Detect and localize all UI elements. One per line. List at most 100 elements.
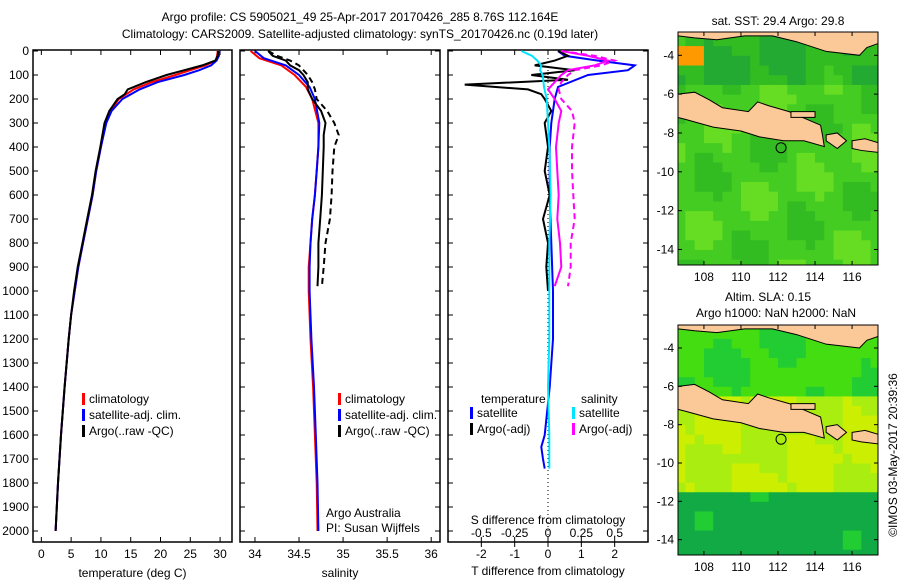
map-cell	[740, 171, 751, 183]
map-cell	[678, 249, 686, 260]
map-cell	[805, 191, 816, 202]
map-cell	[833, 239, 844, 250]
map-cell	[759, 539, 770, 550]
map-cell	[722, 510, 733, 521]
map-cell	[778, 395, 788, 406]
map-cell	[796, 142, 807, 153]
map-cell	[703, 230, 714, 241]
map-cell	[740, 348, 751, 359]
map-cell	[768, 482, 779, 493]
map-cell	[796, 181, 807, 192]
map-cell	[833, 94, 844, 105]
map-cell	[750, 45, 760, 56]
map-cell	[750, 259, 760, 265]
map-cell	[870, 259, 878, 265]
map-cell	[778, 210, 788, 221]
map-cell	[685, 181, 696, 192]
map-cell	[842, 200, 853, 212]
map-cell	[778, 539, 788, 550]
map-cell	[787, 171, 798, 183]
map-cell	[678, 142, 686, 153]
legend-title-salinity: salinity	[581, 392, 618, 406]
map-cell	[796, 94, 807, 105]
map-cell	[713, 142, 723, 153]
map-cell	[768, 84, 779, 95]
map-cell	[731, 376, 742, 387]
map-cell	[842, 357, 853, 368]
land-mass	[825, 424, 848, 441]
map-cell	[759, 65, 770, 76]
map-cell	[740, 395, 751, 406]
map-cell	[870, 338, 878, 349]
map-cell	[740, 103, 751, 115]
map-cell	[861, 191, 872, 202]
map-cell	[678, 162, 686, 173]
map-cell	[759, 434, 770, 445]
map-cell	[787, 549, 798, 555]
map-cell	[703, 453, 714, 464]
map-cell	[787, 367, 798, 378]
map-cell	[778, 482, 788, 493]
map-cell	[833, 463, 844, 474]
map-cell	[870, 171, 878, 183]
series-line-s-satellite	[520, 50, 552, 469]
legend-label: satellite-adj. clim.	[345, 408, 437, 422]
map-cell	[796, 220, 807, 231]
map-cell	[842, 181, 853, 192]
map-cell	[861, 405, 872, 416]
map-cell	[759, 171, 770, 183]
y-tick-label: 1100	[3, 308, 29, 322]
map-cell	[685, 463, 696, 474]
map-cell	[805, 200, 816, 212]
map-cell	[824, 65, 835, 76]
x-tick-label: -2	[476, 547, 487, 561]
map-cell	[852, 181, 862, 192]
map-cell	[824, 84, 835, 95]
map-cell	[759, 472, 770, 483]
map-cell	[731, 520, 742, 531]
map-cell	[759, 501, 770, 512]
map-cell	[722, 328, 733, 339]
map-cell	[703, 443, 714, 454]
map-cell	[685, 357, 696, 368]
map-cell	[685, 249, 696, 260]
map-cell	[870, 530, 878, 541]
map-cell	[833, 55, 844, 66]
map-cell	[824, 376, 835, 387]
legend-swatch	[82, 425, 85, 437]
map-cell	[852, 249, 862, 260]
map-cell	[713, 132, 723, 144]
y-tick-label: 900	[9, 260, 29, 274]
map-cell	[852, 103, 862, 115]
map-cell	[833, 549, 844, 555]
map-cell	[759, 520, 770, 531]
map-cell	[703, 132, 714, 144]
map-cell	[870, 357, 878, 368]
map-cell	[713, 45, 723, 56]
map-cell	[750, 191, 760, 202]
map-cell	[678, 348, 686, 359]
map-cell	[768, 463, 779, 474]
map-cell	[759, 74, 770, 85]
map-cell	[815, 171, 825, 183]
map-cell	[805, 530, 816, 541]
map-cell	[768, 181, 779, 192]
y-tick-label: 1600	[2, 428, 29, 442]
map-cell	[815, 162, 825, 173]
x-tick-label: 1	[578, 547, 585, 561]
map-cell	[768, 501, 779, 512]
map-cell	[861, 181, 872, 192]
map-cell	[731, 181, 742, 192]
map-cell	[870, 55, 878, 66]
map-cell	[805, 181, 816, 192]
map-cell	[824, 259, 835, 265]
map-cell	[805, 520, 816, 531]
map-cell	[703, 123, 714, 134]
map-cell	[805, 510, 816, 521]
map-cell	[787, 55, 798, 66]
map-cell	[796, 491, 807, 502]
map-cell	[768, 152, 779, 163]
map-cell	[787, 220, 798, 231]
map-cell	[722, 45, 733, 56]
map-cell	[685, 220, 696, 231]
